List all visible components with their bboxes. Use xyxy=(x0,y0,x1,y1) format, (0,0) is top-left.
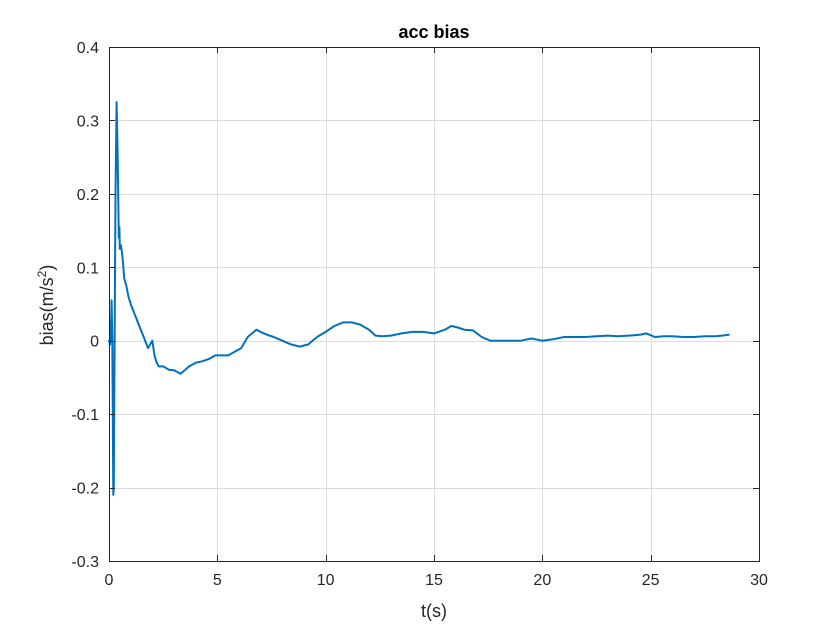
x-tick-label: 10 xyxy=(317,572,335,589)
x-tick-label: 20 xyxy=(533,572,551,589)
x-tick-label: 0 xyxy=(105,572,114,589)
y-axis-label-close: ) xyxy=(37,265,57,271)
grid xyxy=(109,47,759,561)
y-tick-label: 0.3 xyxy=(77,113,99,130)
x-tick-label: 25 xyxy=(642,572,660,589)
chart-title: acc bias xyxy=(398,22,469,42)
y-axis-label-main: bias(m/s xyxy=(37,277,57,345)
series-line xyxy=(108,101,730,496)
y-tick-label: 0.1 xyxy=(77,260,99,277)
y-axis-label-superscript: 2 xyxy=(35,270,49,277)
x-tick-label: 30 xyxy=(750,572,768,589)
y-tick-label: 0.2 xyxy=(77,187,99,204)
y-tick-label: 0.4 xyxy=(77,40,99,57)
y-axis-label: bias(m/s2) xyxy=(35,265,57,346)
y-tick-label: -0.3 xyxy=(71,554,99,571)
ticks: 0 5 10 15 20 25 30 -0.3 -0.2 -0.1 0 0.1 0.2 0.3 0.4 xyxy=(71,40,768,589)
y-tick-label: -0.2 xyxy=(71,481,99,498)
y-tick-label: -0.1 xyxy=(71,407,99,424)
x-axis-label: t(s) xyxy=(421,601,447,621)
series-layer xyxy=(108,101,730,496)
y-tick-label: 0 xyxy=(90,334,99,351)
x-tick-label: 5 xyxy=(213,572,222,589)
x-tick-label: 15 xyxy=(425,572,443,589)
